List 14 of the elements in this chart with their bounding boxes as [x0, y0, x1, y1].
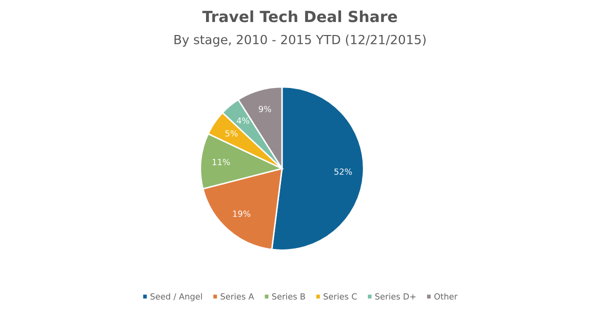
legend-label: Series C [324, 293, 357, 300]
data-label: 19% [233, 210, 250, 217]
data-label: 4% [236, 117, 250, 124]
legend-label: Series B [272, 293, 306, 300]
data-label: 11% [212, 158, 230, 166]
legend-label: Seed / Angel [150, 293, 202, 302]
data-label: 52% [334, 168, 352, 175]
chart-title: Travel Tech Deal Share [202, 10, 397, 22]
data-label: 9% [258, 106, 272, 112]
legend-label: Series A [220, 293, 254, 300]
legend-label: Series D+ [375, 293, 416, 300]
chart-subtitle: By stage, 2010 - 2015 YTD (12/21/2015) [174, 34, 426, 47]
legend-label: Other [434, 293, 458, 300]
data-label: 5% [225, 130, 238, 137]
